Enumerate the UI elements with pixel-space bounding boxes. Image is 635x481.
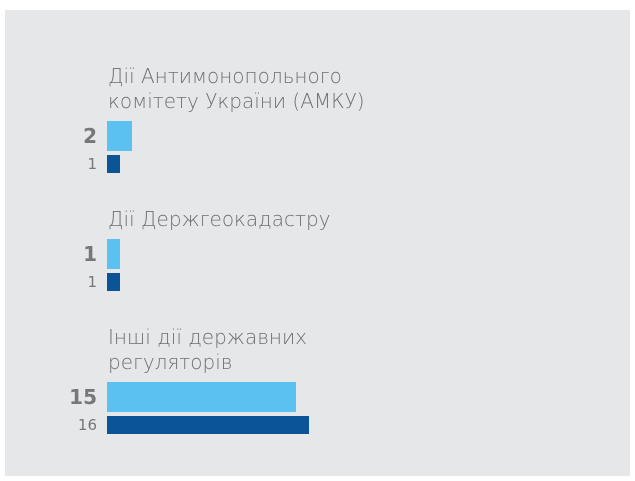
bar	[107, 416, 309, 434]
bar-row: 1	[5, 273, 630, 291]
value-label: 1	[87, 155, 97, 173]
category-label: Інші дії державних регуляторів	[108, 325, 308, 374]
bar-row: 1	[5, 155, 630, 173]
value-label: 15	[69, 385, 97, 409]
category-group: Дії Антимонопольного комітету України (А…	[5, 64, 630, 173]
bar	[107, 239, 120, 269]
bar-row: 16	[5, 416, 630, 434]
bar	[107, 382, 296, 412]
chart-panel: Дії Антимонопольного комітету України (А…	[5, 10, 630, 476]
value-label: 2	[83, 124, 97, 148]
bar	[107, 273, 120, 291]
value-label: 16	[77, 416, 97, 434]
bar	[107, 121, 133, 151]
value-label: 1	[87, 273, 97, 291]
bar	[107, 155, 120, 173]
groups: Дії Антимонопольного комітету України (А…	[5, 64, 630, 468]
bar-row: 2	[5, 121, 630, 151]
bar-row: 15	[5, 382, 630, 412]
category-group: Інші дії державних регуляторів 15 16	[5, 325, 630, 434]
category-label: Дії Антимонопольного комітету України (А…	[108, 64, 365, 113]
value-label: 1	[83, 242, 97, 266]
category-group: Дії Держгеокадастру 1 1	[5, 207, 630, 291]
bar-row: 1	[5, 239, 630, 269]
category-label: Дії Держгеокадастру	[108, 207, 331, 231]
